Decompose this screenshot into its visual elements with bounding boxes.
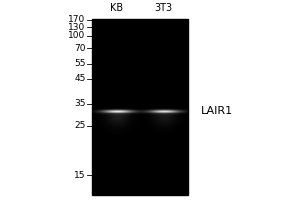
- Text: 25: 25: [74, 121, 85, 130]
- Text: 35: 35: [74, 99, 85, 108]
- Text: KB: KB: [110, 3, 124, 13]
- Text: 100: 100: [68, 31, 86, 40]
- Text: 3T3: 3T3: [154, 3, 172, 13]
- Text: LAIR1: LAIR1: [201, 106, 233, 116]
- Text: 70: 70: [74, 44, 85, 53]
- Text: 55: 55: [74, 59, 85, 68]
- Text: 170: 170: [68, 15, 86, 24]
- Text: 45: 45: [74, 74, 85, 83]
- Text: 130: 130: [68, 22, 86, 31]
- Bar: [92, 19, 188, 195]
- Text: 15: 15: [74, 170, 85, 180]
